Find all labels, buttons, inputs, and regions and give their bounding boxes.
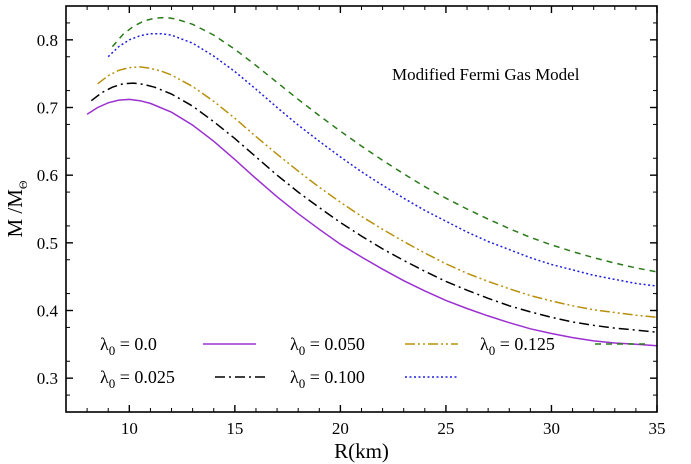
x-tick-label: 10 — [121, 419, 138, 438]
y-tick-label: 0.5 — [37, 234, 58, 253]
legend-label-4: λ0 = 0.125 — [480, 334, 555, 358]
legend: λ0 = 0.0 λ0 = 0.025 λ0 = 0.050 λ0 = 0.100 λ0… — [100, 334, 648, 391]
y-tick-label: 0.4 — [37, 302, 59, 321]
y-tick-label: 0.7 — [37, 99, 59, 118]
y-axis-label-main: M /M — [3, 189, 27, 238]
series-line-3 — [107, 32, 658, 287]
legend-label-3: λ0 = 0.100 — [290, 367, 365, 391]
plot-frame — [65, 5, 658, 413]
x-tick-label: 30 — [543, 419, 560, 438]
x-tick-label: 25 — [437, 419, 454, 438]
x-tick-label: 35 — [649, 419, 666, 438]
series-layer — [86, 16, 658, 347]
y-tick-label: 0.3 — [37, 369, 58, 388]
y-tick-label: 0.6 — [37, 166, 58, 185]
series-line-2 — [97, 66, 658, 319]
series-line-0 — [86, 98, 658, 347]
x-tick-label: 20 — [332, 419, 349, 438]
model-annotation: Modified Fermi Gas Model — [392, 65, 580, 84]
series-line-4 — [111, 16, 658, 273]
series-line-1 — [90, 82, 658, 333]
x-axis-label: R(km) — [334, 439, 389, 463]
y-axis-label: M /MΘ — [3, 180, 30, 237]
legend-label-0: λ0 = 0.0 — [100, 334, 157, 358]
y-axis-label-sub: Θ — [16, 180, 30, 189]
ticks-layer: 10 15 20 25 30 35 0.3 0.4 0.5 0.6 0.7 0.8 — [37, 6, 666, 438]
y-tick-label: 0.8 — [37, 31, 58, 50]
x-tick-label: 15 — [226, 419, 243, 438]
legend-label-2: λ0 = 0.050 — [290, 334, 365, 358]
legend-label-1: λ0 = 0.025 — [100, 367, 175, 391]
